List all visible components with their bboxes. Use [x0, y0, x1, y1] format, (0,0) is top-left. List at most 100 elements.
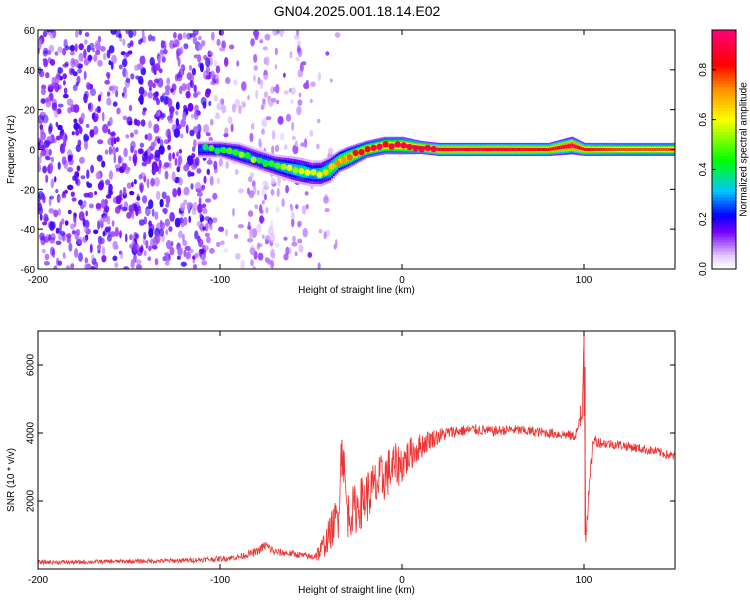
heatmap-ridge-cell — [620, 148, 623, 151]
heatmap-noise-cell — [148, 245, 152, 252]
heatmap-noise-cell — [147, 256, 152, 262]
heatmap-noise-cell — [249, 229, 254, 240]
colorbar-cell — [712, 266, 736, 270]
heatmap-ridge-cell — [533, 148, 536, 151]
heatmap-noise-cell — [50, 233, 56, 241]
heatmap-noise-cell — [178, 149, 183, 154]
colorbar-cell — [712, 182, 736, 186]
heatmap-noise-cell — [297, 238, 303, 244]
heatmap-ridge-cell — [553, 147, 556, 151]
colorbar-cell — [712, 62, 736, 67]
heatmap-noise-cell — [301, 205, 307, 215]
heatmap-noise-cell — [97, 94, 102, 102]
heatmap-ridge-cell — [451, 148, 454, 151]
heatmap-noise-cell — [204, 222, 209, 232]
heatmap-ridge-cell — [476, 148, 479, 151]
heatmap-noise-cell — [38, 163, 42, 173]
heatmap-ridge-cell — [513, 148, 516, 151]
heatmap-noise-cell — [296, 30, 300, 37]
heatmap-noise-cell — [158, 68, 163, 74]
heatmap-noise-cell — [248, 190, 255, 199]
heatmap-noise-cell — [147, 132, 153, 142]
heatmap-noise-cell — [133, 179, 137, 185]
heatmap-noise-cell — [274, 144, 280, 153]
heatmap-noise-cell — [216, 177, 220, 185]
heatmap-noise-cell — [105, 179, 111, 186]
heatmap-noise-cell — [285, 246, 290, 256]
heatmap-noise-cell — [179, 133, 184, 139]
heatmap-ridge-cell — [454, 148, 457, 151]
heatmap-noise-cell — [265, 206, 269, 214]
heatmap-noise-cell — [79, 156, 85, 164]
heatmap-noise-cell — [251, 122, 255, 130]
heatmap-noise-cell — [221, 40, 226, 49]
heatmap-noise-cell — [76, 75, 81, 84]
heatmap-ridge-cell — [645, 148, 649, 151]
heatmap-noise-cell — [88, 203, 94, 209]
heatmap-noise-cell — [40, 98, 46, 104]
heatmap-noise-cell — [270, 260, 275, 269]
x-tick-label: 0 — [399, 575, 405, 586]
heatmap-noise-cell — [38, 202, 43, 212]
heatmap-ridge-cell — [511, 148, 514, 151]
heatmap-noise-cell — [78, 126, 83, 134]
colorbar-tick-label: 0.0 — [698, 262, 709, 276]
heatmap-noise-cell — [86, 44, 91, 53]
heatmap-noise-cell — [205, 198, 212, 203]
heatmap-noise-cell — [67, 167, 74, 173]
colorbar-cell — [712, 251, 736, 255]
heatmap-ridge-cell — [540, 148, 543, 151]
heatmap-noise-cell — [261, 128, 265, 135]
heatmap-noise-cell — [48, 122, 53, 132]
heatmap-ridge-cell — [569, 143, 572, 148]
heatmap-noise-cell — [82, 236, 88, 244]
heatmap-ridge-cell — [538, 148, 541, 151]
heatmap-noise-cell — [62, 47, 67, 56]
heatmap-cells — [38, 30, 675, 269]
heatmap-ridge-blob — [250, 156, 257, 163]
heatmap-noise-cell — [130, 204, 134, 210]
x-tick-label: -100 — [210, 575, 230, 586]
heatmap-noise-cell — [99, 239, 103, 245]
heatmap-ridge-cell — [542, 148, 545, 151]
heatmap-noise-cell — [209, 175, 214, 186]
heatmap-noise-cell — [66, 233, 72, 239]
heatmap-noise-cell — [46, 30, 51, 33]
heatmap-noise-cell — [122, 38, 126, 46]
heatmap-ridge-cell — [653, 148, 656, 151]
heatmap-noise-cell — [255, 89, 259, 100]
heatmap-noise-cell — [300, 62, 303, 71]
heatmap-noise-cell — [83, 140, 89, 150]
heatmap-noise-cell — [50, 178, 55, 189]
heatmap-noise-cell — [126, 212, 132, 219]
heatmap-noise-cell — [204, 232, 210, 237]
colorbar-cell — [712, 191, 736, 195]
heatmap-noise-cell — [101, 255, 107, 263]
heatmap-ridge-cell — [638, 148, 641, 151]
heatmap-noise-cell — [221, 104, 227, 114]
heatmap-noise-cell — [253, 65, 259, 71]
heatmap-noise-cell — [76, 165, 81, 172]
heatmap-ridge-cell — [327, 167, 330, 174]
heatmap-noise-cell — [310, 81, 316, 87]
heatmap-noise-cell — [139, 246, 144, 253]
heatmap-noise-cell — [175, 101, 180, 111]
heatmap-noise-cell — [121, 163, 127, 171]
heatmap-noise-cell — [199, 62, 204, 73]
heatmap-noise-cell — [323, 231, 327, 240]
heatmap-noise-cell — [223, 133, 229, 138]
heatmap-ridge-cell — [520, 148, 523, 151]
colorbar-cell — [712, 89, 736, 94]
heatmap-noise-cell — [283, 236, 288, 241]
heatmap-noise-cell — [292, 235, 296, 242]
heatmap-noise-cell — [295, 140, 298, 147]
heatmap-noise-cell — [115, 167, 120, 172]
heatmap-noise-cell — [163, 162, 170, 168]
heatmap-noise-cell — [197, 235, 201, 243]
heatmap-ridge-cell — [483, 148, 487, 151]
heatmap-ridge-blob — [316, 171, 323, 178]
heatmap-noise-cell — [86, 182, 93, 188]
heatmap-noise-cell — [180, 118, 186, 128]
heatmap-ridge-cell — [607, 148, 610, 151]
heatmap-noise-cell — [202, 101, 207, 109]
